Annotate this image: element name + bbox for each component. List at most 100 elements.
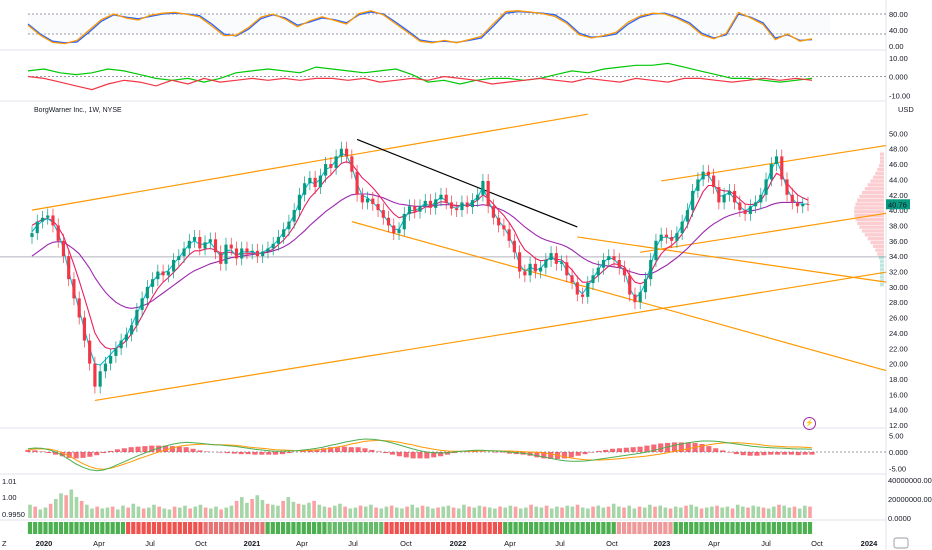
trend-ribbon-cell — [647, 522, 652, 534]
volume-profile-bar — [880, 275, 884, 279]
lightning-icon[interactable]: ⚡ — [803, 417, 816, 430]
volume-bar — [265, 503, 270, 518]
candle-body — [753, 202, 758, 207]
candle-body — [533, 263, 537, 272]
trend-ribbon-cell — [327, 522, 332, 534]
macd-histogram-bar — [658, 443, 664, 452]
volume-bar — [704, 507, 709, 518]
candle-body — [680, 221, 684, 234]
trend-ribbon-cell — [668, 522, 673, 534]
candle-body — [481, 180, 485, 195]
macd-histogram-bar — [80, 452, 86, 458]
trend-ribbon-cell — [616, 522, 621, 534]
candle-body — [470, 200, 475, 208]
macd-histogram-bar — [176, 446, 182, 452]
trend-ribbon-cell — [492, 522, 498, 534]
macd-histogram-bar — [747, 452, 753, 456]
macd-histogram-bar — [499, 452, 506, 453]
candle-body — [271, 243, 275, 249]
volume-profile-bar — [878, 164, 884, 168]
volume-bar — [312, 500, 316, 518]
trend-ribbon-cell — [162, 522, 167, 534]
macd-histogram-bar — [87, 452, 93, 457]
volume-left-tick: 1.01 — [2, 477, 17, 486]
macd-histogram-bar — [417, 452, 423, 459]
volume-bar — [177, 507, 182, 518]
trend-ribbon-cell — [399, 522, 405, 534]
trend-ribbon-cell — [497, 522, 503, 534]
macd-histogram-bar — [726, 452, 733, 453]
volume-profile-bar — [859, 225, 884, 229]
trend-ribbon-cell — [776, 522, 782, 534]
volume-profile-bar — [880, 152, 884, 156]
macd-histogram-bar — [334, 447, 341, 452]
volume-bar — [498, 506, 502, 518]
stochastic-tick: 40.00 — [889, 26, 908, 35]
candle-body — [748, 206, 752, 214]
price-panel[interactable]: BorgWarner Inc., 1W, NYSE — [0, 107, 887, 402]
candle-body — [329, 164, 333, 168]
volume-bar — [586, 508, 590, 518]
macd-histogram-bar — [252, 452, 258, 455]
trend-ribbon-cell — [430, 522, 436, 534]
volume-bar — [389, 505, 394, 518]
trend-ribbon-cell — [322, 522, 327, 534]
trend-ribbon-cell — [539, 522, 544, 534]
volume-bar — [33, 506, 37, 518]
stochastic-line-0 — [27, 10, 813, 44]
trendline-channel-bottom[interactable] — [640, 212, 887, 253]
price-tick: 30.00 — [889, 283, 908, 292]
volume-bar — [172, 506, 177, 518]
candle-body — [213, 239, 218, 253]
macd-histogram-bar — [321, 448, 327, 452]
trendline-resistance[interactable] — [356, 138, 578, 228]
volume-bar — [239, 497, 244, 518]
trend-ribbon-cell — [446, 522, 451, 534]
volume-bar — [374, 507, 378, 518]
candle-body — [633, 294, 637, 303]
candle-body — [622, 267, 627, 276]
price-tick: 32.00 — [889, 268, 908, 277]
trend-ribbon-cell — [601, 522, 606, 534]
candle-body — [135, 309, 139, 326]
trend-ribbon-cell — [482, 522, 487, 534]
volume-bar — [415, 507, 420, 518]
volume-bar — [503, 507, 508, 518]
volume-bar — [338, 503, 342, 518]
settings-icon[interactable] — [893, 537, 909, 549]
volume-bar — [95, 506, 99, 518]
trendline-lower[interactable] — [94, 271, 887, 402]
trendline-descending[interactable] — [351, 221, 887, 372]
trend-ribbon-cell — [782, 522, 787, 534]
x-axis-label: Jul — [348, 539, 358, 548]
volume-bar — [777, 504, 781, 518]
trend-ribbon-cell — [528, 522, 534, 534]
candle-body — [722, 194, 726, 203]
trendline-descending-short[interactable] — [577, 236, 887, 283]
volume-bar — [322, 506, 327, 518]
macd-histogram-bar — [224, 452, 230, 454]
candle-body — [617, 259, 621, 268]
volume-profile-bar — [880, 279, 884, 283]
macd-histogram-bar — [610, 448, 616, 452]
macd-histogram-bar — [238, 452, 244, 455]
trend-ribbon-cell — [79, 522, 84, 534]
volume-bar — [617, 506, 621, 518]
macd-histogram-bar — [410, 452, 416, 459]
candle-body — [539, 267, 543, 272]
volume-bar — [679, 507, 683, 518]
candle-body — [72, 279, 76, 299]
trend-ribbon-cell — [518, 522, 523, 534]
macd-histogram-bar — [362, 448, 368, 452]
trendline-upper[interactable] — [31, 113, 588, 211]
stochastic-tick: 80.00 — [889, 10, 908, 19]
macd-histogram-bar — [156, 445, 162, 452]
volume-bar — [384, 506, 389, 518]
trendline-channel-top[interactable] — [661, 144, 887, 182]
macd-histogram-bar — [699, 444, 705, 452]
macd-tick: 5.00 — [889, 431, 904, 440]
volume-bar — [725, 506, 730, 518]
macd-histogram-bar — [348, 447, 354, 452]
candle-body — [350, 156, 354, 172]
